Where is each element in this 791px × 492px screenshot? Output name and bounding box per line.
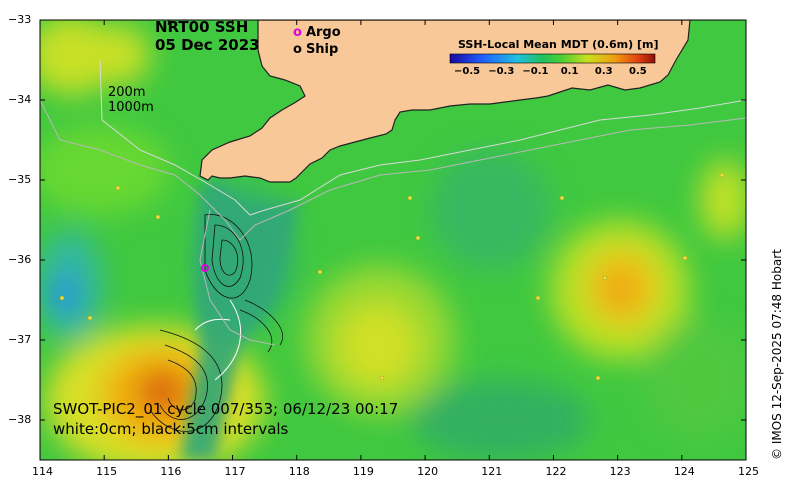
colorbar-tick-label: 0.3 bbox=[594, 66, 613, 77]
colorbar-title: SSH-Local Mean MDT (0.6m) [m] bbox=[458, 38, 659, 51]
colorbar bbox=[449, 53, 656, 64]
map-field bbox=[40, 20, 746, 460]
x-tick-label: 120 bbox=[417, 465, 439, 478]
y-tick-label: −34 bbox=[8, 93, 32, 106]
y-tick-label: −33 bbox=[8, 13, 32, 26]
isobath-label-200m: 200m bbox=[108, 85, 146, 100]
plot-frame bbox=[39, 19, 747, 461]
ship-symbol: o bbox=[293, 42, 302, 57]
isobath-1000m bbox=[40, 99, 746, 346]
x-tick-label: 122 bbox=[545, 465, 567, 478]
float-dots bbox=[59, 172, 725, 381]
x-tick-label: 116 bbox=[160, 465, 182, 478]
isobath-200m bbox=[99, 59, 746, 216]
swot-zero-contour bbox=[194, 299, 242, 381]
x-tick-label: 118 bbox=[288, 465, 310, 478]
y-tick-label: −37 bbox=[8, 333, 32, 346]
colorbar-tick-label: 0.5 bbox=[629, 66, 647, 77]
x-axis-ticks bbox=[39, 20, 747, 460]
x-tick-label: 119 bbox=[352, 465, 374, 478]
copyright-notice: © IMOS 12-Sep-2025 07:48 Hobart bbox=[770, 249, 784, 460]
legend-argo: o Argo bbox=[293, 25, 341, 41]
x-tick-label: 123 bbox=[609, 465, 631, 478]
swot-contour-note: white:0cm; black:5cm intervals bbox=[53, 420, 289, 438]
y-axis-ticks bbox=[40, 19, 746, 421]
colorbar-tick-label: −0.5 bbox=[454, 66, 481, 77]
x-tick-label: 124 bbox=[673, 465, 695, 478]
x-tick-label: 121 bbox=[481, 465, 503, 478]
argo-float-marker bbox=[201, 264, 209, 272]
swot-caption: SWOT-PIC2_01 cycle 007/353; 06/12/23 00:… bbox=[53, 400, 399, 418]
x-tick-label: 125 bbox=[738, 465, 759, 478]
colorbar-tick-label: 0.1 bbox=[560, 66, 579, 77]
swot-swaths bbox=[180, 182, 300, 460]
x-tick-label: 115 bbox=[96, 465, 118, 478]
swot-contours bbox=[149, 214, 283, 432]
colorbar-tick-label: −0.1 bbox=[522, 66, 549, 77]
y-tick-label: −38 bbox=[8, 413, 32, 426]
x-tick-label: 114 bbox=[32, 465, 53, 478]
y-tick-label: −35 bbox=[8, 173, 32, 186]
ship-label: Ship bbox=[305, 42, 339, 57]
argo-symbol: o bbox=[293, 25, 302, 40]
map-date: 05 Dec 2023 bbox=[155, 36, 260, 54]
colorbar-tick-label: −0.3 bbox=[488, 66, 515, 77]
y-tick-label: −36 bbox=[8, 253, 32, 266]
legend-ship: o Ship bbox=[293, 42, 338, 58]
map-title: NRT00 SSH bbox=[155, 18, 249, 36]
argo-label: Argo bbox=[305, 25, 341, 40]
x-tick-label: 117 bbox=[224, 465, 246, 478]
isobath-label-1000m: 1000m bbox=[108, 100, 154, 115]
